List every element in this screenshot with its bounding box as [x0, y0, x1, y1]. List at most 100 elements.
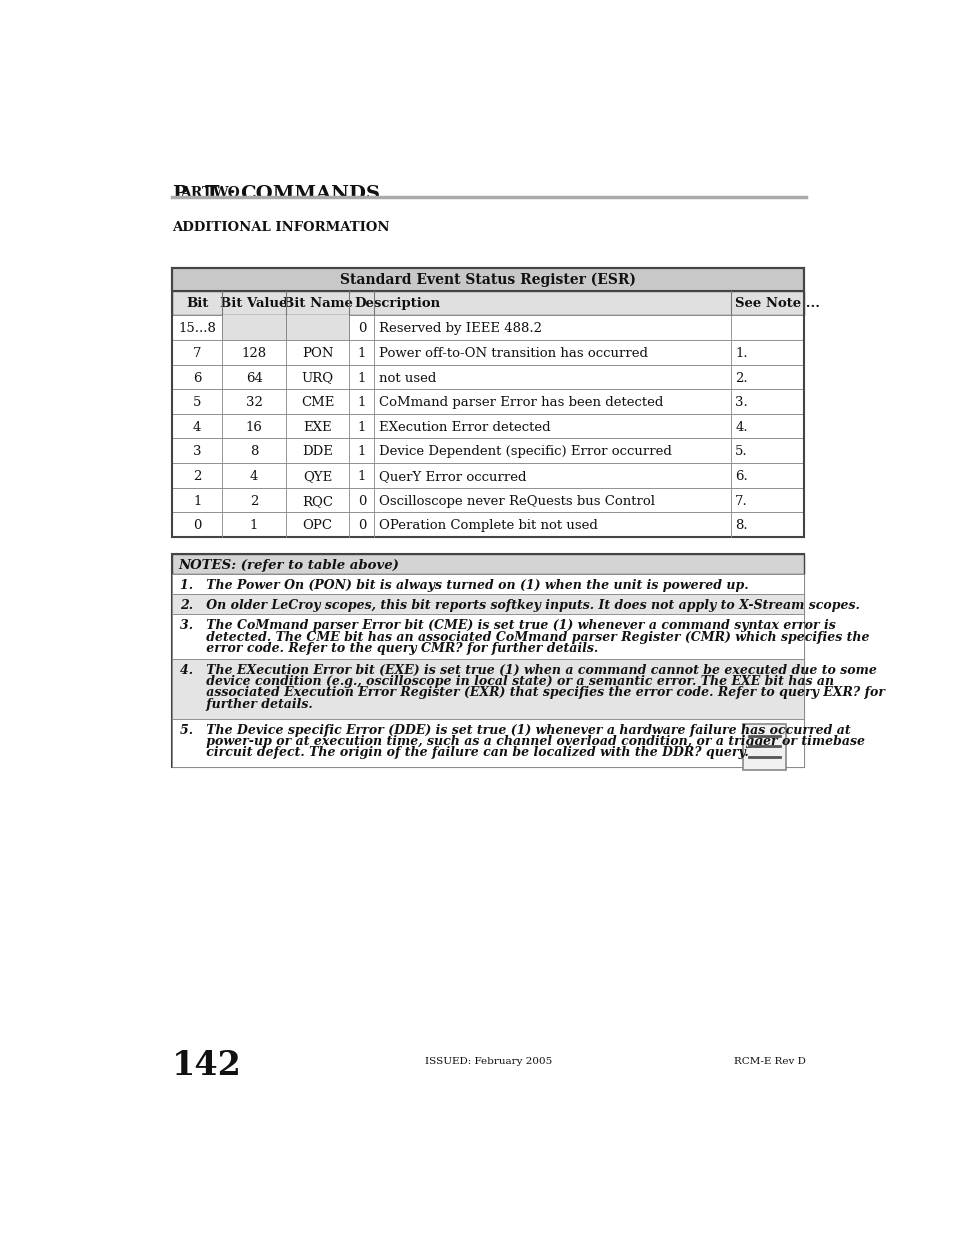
Text: CME: CME	[300, 396, 334, 409]
Text: detected. The CME bit has an associated CoMmand parser Register (CMR) which spec: detected. The CME bit has an associated …	[179, 631, 868, 643]
Text: Reserved by IEEE 488.2: Reserved by IEEE 488.2	[378, 322, 541, 335]
Bar	[222, 315, 286, 340]
Text: 2: 2	[250, 495, 258, 508]
Text: 5: 5	[193, 396, 201, 409]
Text: 1: 1	[357, 421, 366, 433]
Text: QYE: QYE	[303, 471, 332, 483]
Text: 4: 4	[250, 471, 258, 483]
Bar	[172, 614, 803, 658]
Text: 0: 0	[193, 520, 201, 532]
Text: further details.: further details.	[179, 698, 313, 710]
Text: 4: 4	[193, 421, 201, 433]
Text: QuerY Error occurred: QuerY Error occurred	[378, 471, 526, 483]
Text: 142: 142	[172, 1049, 241, 1082]
Text: 2.: 2.	[735, 372, 747, 384]
Bar	[172, 268, 803, 537]
Bar	[286, 315, 349, 340]
Text: Bit: Bit	[186, 296, 208, 310]
Bar	[172, 555, 803, 574]
Text: RQC: RQC	[302, 495, 333, 508]
Text: :: :	[229, 185, 243, 204]
Text: CoMmand parser Error has been detected: CoMmand parser Error has been detected	[378, 396, 662, 409]
Text: NOTES: (refer to table above): NOTES: (refer to table above)	[178, 558, 398, 572]
Bar	[172, 719, 803, 767]
Bar	[172, 340, 803, 364]
Text: power-up or at execution time, such as a channel overload condition, or a trigge: power-up or at execution time, such as a…	[179, 735, 863, 748]
Text: T: T	[204, 185, 219, 204]
Text: 32: 32	[246, 396, 262, 409]
Text: not used: not used	[378, 372, 436, 384]
Text: 8.: 8.	[735, 520, 747, 532]
Text: Device Dependent (specific) Error occurred: Device Dependent (specific) Error occurr…	[378, 446, 671, 458]
Bar	[172, 268, 803, 290]
Text: DDE: DDE	[302, 446, 333, 458]
Bar	[172, 594, 803, 614]
Text: Bit Name: Bit Name	[282, 296, 353, 310]
Bar	[172, 574, 803, 594]
Text: 3.   The CoMmand parser Error bit (CME) is set true (1) whenever a command synta: 3. The CoMmand parser Error bit (CME) is…	[179, 620, 835, 632]
Bar	[172, 463, 803, 488]
Text: 6.: 6.	[735, 471, 747, 483]
Bar	[172, 488, 803, 513]
Text: 5.: 5.	[735, 446, 747, 458]
Text: P: P	[172, 185, 187, 204]
Text: 3: 3	[193, 446, 201, 458]
Text: RCM-E Rev D: RCM-E Rev D	[733, 1057, 805, 1066]
Bar	[172, 438, 803, 463]
Text: 1: 1	[250, 520, 258, 532]
Text: 15...8: 15...8	[178, 322, 215, 335]
Text: 6: 6	[193, 372, 201, 384]
Bar	[172, 315, 803, 340]
Text: 64: 64	[246, 372, 262, 384]
Text: 1: 1	[357, 372, 366, 384]
Text: 4.   The EXecution Error bit (EXE) is set true (1) when a command cannot be exec: 4. The EXecution Error bit (EXE) is set …	[179, 664, 876, 677]
Text: 128: 128	[241, 347, 267, 359]
Text: OPeration Complete bit not used: OPeration Complete bit not used	[378, 520, 598, 532]
Text: 1: 1	[357, 471, 366, 483]
Text: 7.: 7.	[735, 495, 747, 508]
Text: ADDITIONAL INFORMATION: ADDITIONAL INFORMATION	[172, 221, 389, 235]
Text: Power off-to-ON transition has occurred: Power off-to-ON transition has occurred	[378, 347, 647, 359]
Text: 0: 0	[357, 495, 366, 508]
Text: 1.   The Power On (PON) bit is always turned on (1) when the unit is powered up.: 1. The Power On (PON) bit is always turn…	[179, 579, 747, 593]
Text: EXecution Error detected: EXecution Error detected	[378, 421, 550, 433]
Bar	[742, 724, 785, 771]
Bar	[172, 658, 803, 719]
Text: PON: PON	[301, 347, 333, 359]
Text: 0: 0	[357, 520, 366, 532]
Bar	[172, 290, 803, 315]
Bar	[172, 389, 803, 414]
Text: 8: 8	[250, 446, 258, 458]
Text: ISSUED: February 2005: ISSUED: February 2005	[425, 1057, 552, 1066]
Text: Standard Event Status Register (ESR): Standard Event Status Register (ESR)	[340, 272, 636, 287]
Text: 7: 7	[193, 347, 201, 359]
Text: circuit defect. The origin of the failure can be localized with the DDR? query.: circuit defect. The origin of the failur…	[179, 746, 748, 760]
Text: error code. Refer to the query CMR? for further details.: error code. Refer to the query CMR? for …	[179, 642, 598, 655]
Text: Oscilloscope never ReQuests bus Control: Oscilloscope never ReQuests bus Control	[378, 495, 654, 508]
Text: 2: 2	[193, 471, 201, 483]
Text: URQ: URQ	[301, 372, 334, 384]
Bar	[172, 513, 803, 537]
Bar	[172, 555, 803, 767]
Text: 1.: 1.	[735, 347, 747, 359]
Text: 2.   On older LeCroy scopes, this bit reports softkey inputs. It does not apply : 2. On older LeCroy scopes, this bit repo…	[179, 599, 859, 613]
Text: ART: ART	[180, 186, 213, 200]
Text: Bit Value: Bit Value	[220, 296, 288, 310]
Text: 3.: 3.	[735, 396, 747, 409]
Text: Description: Description	[354, 296, 439, 310]
Text: 1: 1	[357, 347, 366, 359]
Text: 1: 1	[193, 495, 201, 508]
Text: WO: WO	[212, 186, 240, 200]
Text: 5.   The Device specific Error (DDE) is set true (1) whenever a hardware failure: 5. The Device specific Error (DDE) is se…	[179, 724, 849, 737]
Text: 1: 1	[357, 446, 366, 458]
Text: COMMANDS: COMMANDS	[240, 185, 379, 204]
Bar	[172, 414, 803, 438]
Text: 16: 16	[246, 421, 262, 433]
Text: 4.: 4.	[735, 421, 747, 433]
Text: associated Execution Error Register (EXR) that specifies the error code. Refer t: associated Execution Error Register (EXR…	[179, 687, 883, 699]
Text: OPC: OPC	[302, 520, 333, 532]
Text: device condition (e.g., oscilloscope in local state) or a semantic error. The EX: device condition (e.g., oscilloscope in …	[179, 676, 833, 688]
Bar	[172, 364, 803, 389]
Text: EXE: EXE	[303, 421, 332, 433]
Text: 0: 0	[357, 322, 366, 335]
